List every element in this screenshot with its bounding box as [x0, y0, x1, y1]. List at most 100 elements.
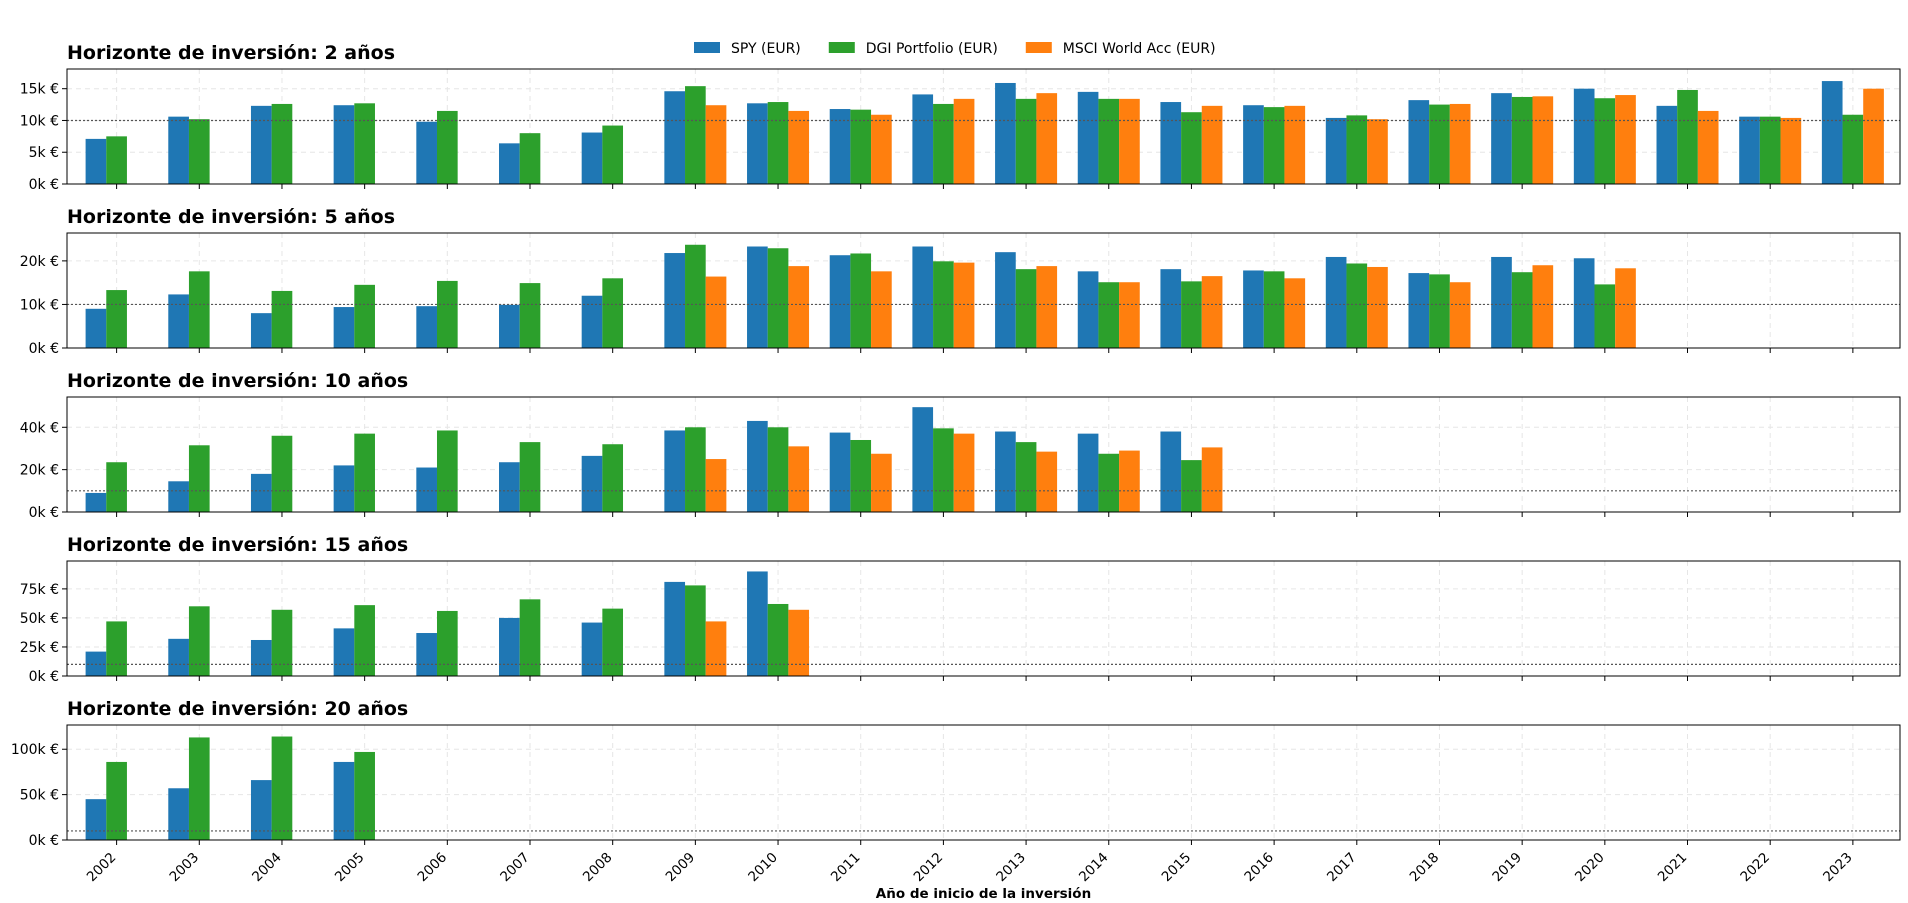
- bar: [1532, 265, 1554, 348]
- bar: [1181, 281, 1202, 348]
- bar: [106, 621, 127, 676]
- bar: [1346, 115, 1368, 184]
- bar: [1511, 96, 1533, 184]
- y-tick-label: 40k €: [20, 420, 59, 436]
- axes-frame: [66, 724, 1901, 841]
- y-tick-label: 0k €: [29, 177, 59, 193]
- x-tick-label: 2008: [580, 850, 616, 886]
- y-tick-label: 75k €: [20, 582, 59, 598]
- bar: [767, 427, 789, 512]
- bar: [1449, 103, 1471, 184]
- y-tick-label: 50k €: [20, 611, 59, 627]
- bar: [747, 246, 768, 348]
- bar: [602, 278, 624, 348]
- bar: [106, 290, 127, 348]
- bar: [850, 439, 872, 512]
- bar: [995, 82, 1016, 184]
- bar: [1263, 107, 1285, 184]
- bar: [871, 114, 892, 184]
- x-tick-label: 2005: [332, 850, 368, 886]
- bar: [581, 455, 603, 512]
- y-tick-label: 20k €: [20, 463, 59, 479]
- bar: [705, 621, 727, 676]
- bar: [85, 138, 107, 184]
- bar: [1036, 93, 1058, 184]
- bar: [685, 244, 706, 348]
- bar: [1656, 105, 1678, 184]
- bar: [1842, 114, 1864, 184]
- bar: [333, 628, 355, 676]
- y-tick-label: 10k €: [20, 113, 59, 129]
- bar: [416, 121, 437, 184]
- bar: [581, 622, 603, 676]
- bar: [519, 283, 541, 348]
- bar: [953, 433, 975, 512]
- x-tick-label: 2019: [1489, 850, 1525, 886]
- bar: [188, 271, 210, 348]
- bar: [1243, 270, 1264, 348]
- bar: [106, 462, 127, 512]
- x-tick-label: 2016: [1241, 850, 1277, 886]
- bar: [271, 736, 293, 840]
- bar: [1243, 105, 1264, 184]
- bar: [850, 253, 872, 348]
- y-tick-label: 5k €: [29, 145, 59, 161]
- bar: [1367, 119, 1388, 184]
- bar: [1015, 98, 1037, 184]
- bar: [436, 110, 458, 184]
- bar: [1201, 276, 1223, 348]
- y-tick-label: 0k €: [29, 833, 59, 849]
- bar: [188, 606, 210, 676]
- legend-swatch: [694, 42, 720, 53]
- y-tick-label: 25k €: [20, 640, 59, 656]
- x-tick-label: 2010: [745, 850, 781, 886]
- bar: [85, 799, 107, 840]
- bar: [602, 608, 624, 676]
- bar: [168, 481, 189, 512]
- axes-frame: [66, 232, 1901, 349]
- bar: [1821, 81, 1843, 184]
- bar: [1325, 256, 1347, 348]
- bar: [788, 446, 810, 512]
- bar: [1263, 271, 1285, 348]
- x-tick-label: 2017: [1324, 850, 1360, 886]
- bar: [1098, 282, 1120, 348]
- bar: [767, 603, 789, 676]
- bar: [1119, 98, 1140, 184]
- bar: [1160, 102, 1182, 184]
- bar: [581, 295, 603, 348]
- legend-swatch: [1025, 42, 1052, 53]
- bar: [788, 110, 810, 184]
- axes-frame: [66, 68, 1901, 185]
- bar: [354, 433, 375, 512]
- bar: [436, 610, 458, 676]
- bar: [416, 306, 437, 348]
- y-tick-label: 15k €: [20, 82, 59, 98]
- bar: [705, 276, 727, 348]
- bar: [188, 737, 210, 840]
- x-tick-label: 2011: [828, 850, 864, 886]
- bar: [705, 459, 727, 512]
- bar: [850, 109, 872, 184]
- x-tick-label: 2022: [1737, 850, 1773, 886]
- bar: [519, 599, 541, 676]
- bar: [747, 420, 768, 512]
- bar: [1532, 96, 1554, 184]
- y-tick-label: 0k €: [29, 341, 59, 357]
- bar: [1429, 274, 1450, 348]
- bar: [1119, 450, 1140, 512]
- bar: [188, 445, 210, 512]
- bar: [416, 633, 437, 676]
- bar: [995, 252, 1016, 348]
- bar: [354, 751, 375, 840]
- bar: [912, 407, 934, 512]
- bar: [829, 255, 851, 348]
- x-tick-label: 2023: [1820, 850, 1856, 886]
- bar: [354, 284, 375, 348]
- bar: [1181, 460, 1202, 512]
- axes-frame: [66, 396, 1901, 513]
- panel-title: Horizonte de inversión: 2 años: [67, 42, 395, 64]
- bar: [250, 105, 272, 184]
- bar: [250, 780, 272, 840]
